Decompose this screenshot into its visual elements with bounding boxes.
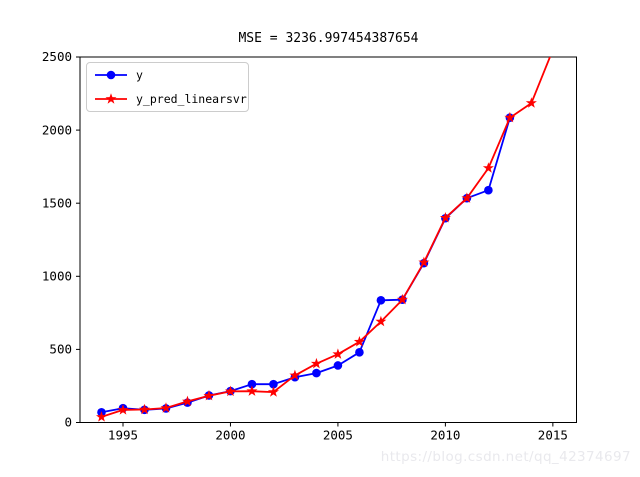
watermark-text: https://blog.csdn.net/qq_42374697 xyxy=(380,449,631,465)
data-point-y_pred_linearsvr xyxy=(289,369,301,381)
data-point-y xyxy=(247,379,257,389)
data-point-y_pred_linearsvr xyxy=(482,162,494,173)
data-point-y_pred_linearsvr xyxy=(525,97,537,108)
legend-label-y: y xyxy=(136,68,143,82)
data-point-y_pred_linearsvr xyxy=(182,395,193,407)
data-point-y_pred_linearsvr xyxy=(504,111,516,123)
data-point-y_pred_linearsvr xyxy=(96,411,107,422)
series-y_pred_linearsvr-line xyxy=(101,57,551,418)
legend-item-y-pred-linearsvr: y_pred_linearsvr xyxy=(87,87,248,111)
data-point-y_pred_linearsvr xyxy=(267,386,279,397)
legend-sample-y-pred-star-icon xyxy=(95,93,127,104)
data-point-y_pred_linearsvr xyxy=(224,385,236,397)
x-tick-label: 2010 xyxy=(430,428,460,443)
data-point-y_pred_linearsvr xyxy=(375,315,387,327)
data-point-y_pred_linearsvr xyxy=(396,293,408,305)
data-point-y xyxy=(269,379,278,389)
data-point-y_pred_linearsvr xyxy=(203,389,215,401)
data-point-y xyxy=(355,348,364,357)
data-point-y_pred_linearsvr xyxy=(246,385,258,396)
data-point-y_pred_linearsvr xyxy=(547,44,558,55)
series-y_pred_linearsvr xyxy=(96,44,558,422)
y-axis-ticks: 0 500 1000 1500 2000 2500 xyxy=(42,49,80,430)
y-tick-label: 1500 xyxy=(42,195,72,210)
x-tick-label: 2015 xyxy=(538,428,568,443)
data-point-y_pred_linearsvr xyxy=(439,212,451,223)
data-point-y xyxy=(312,368,321,378)
x-axis-ticks: 1995 2000 2005 2010 2015 xyxy=(108,422,568,443)
x-tick-label: 2005 xyxy=(323,428,353,443)
legend-item-y: y xyxy=(87,63,248,87)
data-point-y_pred_linearsvr xyxy=(139,403,150,415)
series-y xyxy=(97,113,515,417)
series-y-line xyxy=(101,117,511,414)
data-point-y_pred_linearsvr xyxy=(117,404,129,415)
x-tick-label: 2000 xyxy=(215,428,245,443)
data-point-y xyxy=(376,295,386,305)
data-point-y_pred_linearsvr xyxy=(461,192,473,203)
data-point-y_pred_linearsvr xyxy=(160,402,172,413)
y-tick-label: 2000 xyxy=(42,122,72,137)
data-point-y_pred_linearsvr xyxy=(353,336,365,347)
y-tick-label: 0 xyxy=(64,415,72,430)
data-point-y_pred_linearsvr xyxy=(310,357,322,369)
legend-label-y-pred-linearsvr: y_pred_linearsvr xyxy=(136,92,247,106)
chart-title: MSE = 3236.997454387654 xyxy=(238,31,419,46)
y-tick-label: 1000 xyxy=(42,269,72,284)
y-tick-label: 2500 xyxy=(42,49,72,64)
legend-box: y y_pred_linearsvr xyxy=(86,62,249,112)
y-tick-label: 500 xyxy=(49,342,72,357)
legend-sample-y-circle-icon xyxy=(95,70,127,80)
data-point-y_pred_linearsvr xyxy=(332,348,344,359)
data-point-y xyxy=(333,361,343,370)
data-point-y_pred_linearsvr xyxy=(418,256,430,268)
axes-frame xyxy=(79,56,577,423)
x-tick-label: 1995 xyxy=(108,428,138,443)
data-point-y xyxy=(484,185,493,195)
